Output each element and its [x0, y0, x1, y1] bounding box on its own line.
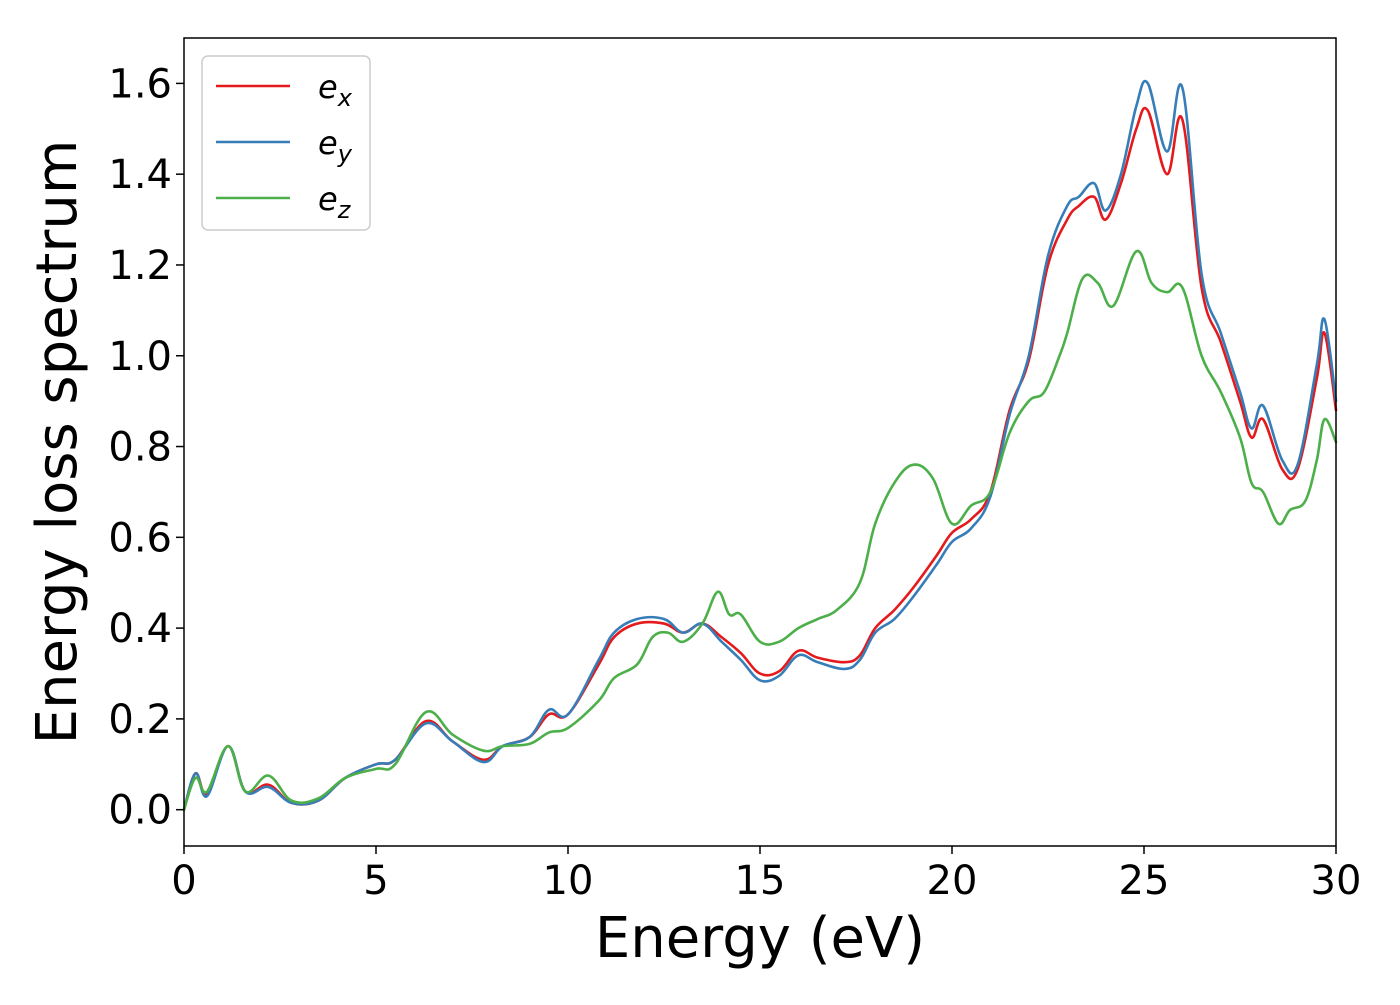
x-tick-label: 5 — [363, 858, 388, 904]
y-tick-label: 0.6 — [108, 515, 172, 561]
legend-subscript-x: x — [337, 84, 353, 112]
x-tick-label: 25 — [1119, 858, 1170, 904]
chart-marks — [182, 79, 1338, 811]
y-tick-label: 0.8 — [108, 425, 172, 471]
x-tick-label: 30 — [1311, 858, 1362, 904]
axis-ticks: 0 5 10 15 20 25 30 0.0 0.2 0.4 0.6 0.8 1.0 1.2 1.4 1.6 — [108, 61, 1361, 904]
series-line-e-z — [182, 249, 1338, 811]
x-tick-label: 0 — [171, 858, 196, 904]
x-tick-label: 20 — [927, 858, 978, 904]
legend-subscript-z: z — [337, 196, 352, 224]
y-tick-label: 1.4 — [108, 152, 172, 198]
y-tick-label: 1.2 — [108, 243, 172, 289]
y-tick-label: 1.0 — [108, 334, 172, 380]
legend-label-y: ey — [318, 124, 353, 168]
y-tick-label: 1.6 — [108, 61, 172, 107]
x-tick-label: 15 — [735, 858, 786, 904]
y-tick-label: 0.2 — [108, 697, 172, 743]
legend-subscript-y: y — [337, 140, 353, 168]
y-tick-label: 0.0 — [108, 788, 172, 834]
y-axis-title: Energy loss spectrum — [25, 140, 90, 745]
x-tick-label: 10 — [543, 858, 594, 904]
x-axis-title: Energy (eV) — [595, 906, 925, 971]
y-tick-label: 0.4 — [108, 606, 172, 652]
